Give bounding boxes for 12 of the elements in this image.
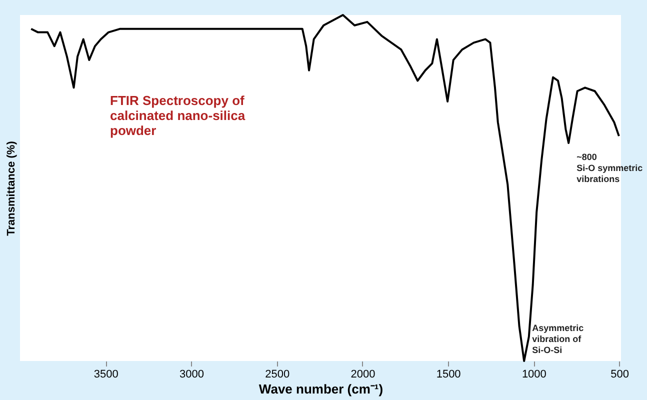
annotation: FTIR Spectroscopy of calcinated nano-silica powder — [110, 93, 246, 138]
annotation: ~800 Si-O symmetric vibrations — [576, 152, 643, 184]
x-axis-title: Wave number (cm⁻¹) — [258, 382, 384, 396]
annotation: Asymmetric vibration of Si-O-Si — [532, 323, 584, 355]
y-axis-title: Transmittance (%) — [6, 140, 18, 236]
x-tick-label: 2500 — [265, 368, 290, 380]
x-tick-label: 1500 — [436, 368, 461, 380]
x-tick-label: 3000 — [179, 368, 204, 380]
x-tick-label: 2000 — [350, 368, 376, 380]
x-tick-label: 3500 — [94, 368, 118, 380]
x-tick-label: 500 — [610, 368, 629, 380]
x-tick-label: 1000 — [522, 368, 546, 380]
